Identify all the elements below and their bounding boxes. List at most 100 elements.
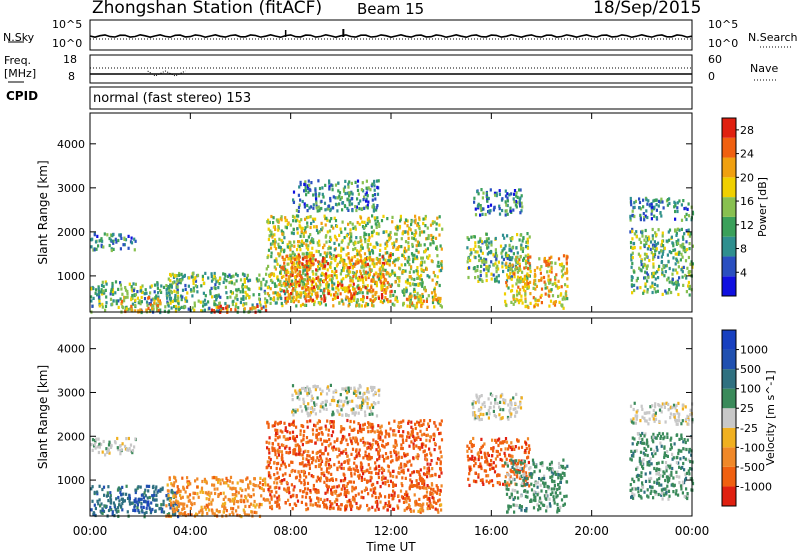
data-cell xyxy=(197,495,200,499)
data-cell xyxy=(350,474,353,478)
data-cell xyxy=(104,304,108,308)
data-cell xyxy=(304,449,307,453)
data-cell xyxy=(138,500,141,504)
data-cell xyxy=(677,283,680,287)
data-cell xyxy=(375,223,378,227)
data-cell xyxy=(368,470,371,474)
data-cell xyxy=(657,255,660,259)
data-cell xyxy=(661,267,664,271)
data-cell xyxy=(479,213,482,217)
data-cell xyxy=(288,422,291,426)
data-cell xyxy=(420,443,423,447)
data-cell xyxy=(241,479,244,484)
data-cell xyxy=(433,286,436,290)
data-cell xyxy=(123,295,126,299)
data-cell xyxy=(177,296,180,300)
data-cell xyxy=(474,207,477,211)
data-cell xyxy=(187,284,190,288)
data-cell xyxy=(119,487,122,491)
data-cell xyxy=(376,216,379,220)
data-cell xyxy=(631,213,634,217)
data-cell xyxy=(643,216,646,220)
data-cell xyxy=(378,464,381,468)
data-cell xyxy=(660,260,663,264)
data-cell xyxy=(322,195,325,199)
data-cell xyxy=(336,292,339,296)
data-cell xyxy=(164,305,167,309)
data-cell xyxy=(377,260,380,264)
data-cell xyxy=(438,457,441,461)
data-cell xyxy=(98,304,101,308)
data-cell xyxy=(678,228,681,232)
data-cell xyxy=(202,281,205,286)
data-cell xyxy=(161,507,164,511)
data-cell xyxy=(337,280,340,284)
data-cell xyxy=(138,299,141,303)
data-cell xyxy=(174,304,177,309)
data-cell xyxy=(356,249,359,253)
data-cell xyxy=(526,232,529,236)
data-cell xyxy=(285,277,288,281)
data-cell xyxy=(335,254,338,258)
data-cell xyxy=(351,277,354,281)
data-cell xyxy=(171,483,174,487)
data-cell xyxy=(92,296,95,300)
data-cell xyxy=(303,205,306,209)
data-cell xyxy=(322,273,325,277)
data-cell xyxy=(291,292,294,296)
data-cell xyxy=(277,494,281,498)
data-cell xyxy=(259,481,262,485)
data-cell xyxy=(438,283,441,288)
data-cell xyxy=(280,215,283,219)
data-cell xyxy=(384,435,387,439)
data-cell xyxy=(304,268,307,272)
data-cell xyxy=(119,490,122,495)
data-cell xyxy=(407,245,410,249)
data-cell xyxy=(367,463,370,467)
data-cell xyxy=(147,306,150,310)
data-cell xyxy=(660,249,663,253)
data-cell xyxy=(424,472,427,477)
data-cell xyxy=(639,240,643,245)
data-cell xyxy=(333,293,336,297)
data-cell xyxy=(417,243,420,247)
data-cell xyxy=(278,435,281,439)
data-cell xyxy=(189,288,193,292)
data-cell xyxy=(320,458,323,462)
data-cell xyxy=(90,443,93,447)
data-cell xyxy=(501,249,504,253)
data-cell xyxy=(528,263,532,267)
data-cell xyxy=(414,484,417,488)
data-cell xyxy=(641,234,644,238)
data-cell xyxy=(120,236,123,240)
data-cell xyxy=(285,480,288,485)
data-cell xyxy=(346,454,349,458)
data-cell xyxy=(372,487,375,491)
data-cell xyxy=(271,235,274,239)
data-cell xyxy=(418,233,421,237)
data-cell xyxy=(401,476,404,480)
data-cell xyxy=(687,214,691,218)
data-cell xyxy=(91,304,94,308)
data-cell xyxy=(343,286,346,290)
data-cell xyxy=(429,462,432,466)
data-cell xyxy=(397,494,400,498)
data-cell xyxy=(479,273,482,278)
data-cell xyxy=(151,507,154,512)
data-cell xyxy=(519,279,522,284)
data-cell xyxy=(657,199,661,203)
data-cell xyxy=(364,454,367,458)
data-cell xyxy=(389,252,392,256)
data-cell xyxy=(239,278,243,282)
data-cell xyxy=(318,302,321,306)
data-cell xyxy=(343,236,346,240)
data-cell xyxy=(388,493,391,497)
data-cell xyxy=(228,479,232,483)
data-cell xyxy=(377,257,380,262)
data-cell xyxy=(303,473,306,477)
data-cell xyxy=(402,419,405,423)
data-cell xyxy=(347,242,350,246)
data-cell xyxy=(343,189,346,193)
data-cell xyxy=(672,244,675,248)
data-cell xyxy=(293,438,296,442)
